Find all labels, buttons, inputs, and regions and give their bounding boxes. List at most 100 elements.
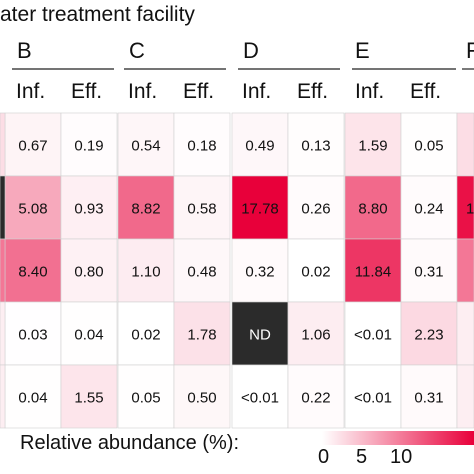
cell-value-label: 0.31 — [414, 264, 443, 281]
cell-value-label: 1.78 — [187, 327, 216, 344]
right-edge-cell-label: 1 — [466, 201, 474, 218]
heatmap-cell — [287, 238, 345, 303]
heatmap-cells — [4, 112, 458, 429]
right-edge-cell — [456, 238, 474, 303]
cell-value-label: 0.26 — [301, 201, 330, 218]
facility-label-d: D — [243, 38, 259, 63]
heatmap-cell — [173, 364, 231, 429]
subheader-e-eff: Eff. — [410, 80, 442, 103]
heatmap-cell — [173, 112, 231, 177]
cell-value-label: 0.04 — [74, 327, 103, 344]
heatmap-cell — [117, 301, 175, 366]
right-edge-cell — [456, 112, 474, 177]
colorbar-tick-0: 0 — [318, 446, 330, 468]
heatmap-cell — [173, 301, 231, 366]
left-edge-cell — [0, 301, 6, 366]
heatmap-cell — [60, 175, 118, 240]
cell-value-label: 0.03 — [18, 327, 47, 344]
cell-value-label: <0.01 — [241, 390, 279, 407]
heatmap-cell — [344, 238, 402, 303]
right-edge-cell — [456, 364, 474, 429]
subheader-d-eff: Eff. — [297, 80, 329, 103]
cell-value-label: 0.32 — [245, 264, 274, 281]
cell-value-label: 2.23 — [414, 327, 443, 344]
heatmap-cell — [287, 175, 345, 240]
colorbar-tick-10: 10 — [390, 446, 413, 468]
subheader-e-inf: Inf. — [355, 80, 385, 103]
heatmap-cell — [117, 364, 175, 429]
facility-label-e: E — [355, 38, 370, 63]
cell-value-label: 8.80 — [358, 201, 387, 218]
cell-value-label: 1.55 — [74, 390, 103, 407]
cell-value-label: 5.08 — [18, 201, 47, 218]
cell-value-label: 0.49 — [245, 138, 274, 155]
heatmap-cell-labels: 0.67 0.19 0.54 0.18 0.49 0.13 1.59 0.05 5.08 0.93… — [18, 138, 443, 407]
heatmap-cell — [344, 364, 402, 429]
right-edge-cell — [456, 301, 474, 366]
cell-value-label: 0.48 — [187, 264, 216, 281]
left-edge-cell — [0, 112, 6, 177]
cell-value-label: 0.80 — [74, 264, 103, 281]
heatmap-cell — [117, 238, 175, 303]
facility-label-c: C — [129, 38, 145, 63]
cell-value-label: 17.78 — [241, 201, 279, 218]
heatmap-cell — [60, 364, 118, 429]
heatmap-cell — [287, 364, 345, 429]
cell-value-label: 1.10 — [131, 264, 160, 281]
cell-value-label: 11.84 — [355, 264, 391, 281]
heatmap-cell — [60, 301, 118, 366]
cell-value-label: 0.24 — [414, 201, 443, 218]
heatmap-cell — [231, 364, 289, 429]
heatmap-cell — [4, 238, 62, 303]
colorbar-title: Relative abundance (%): — [20, 432, 240, 454]
cell-value-label: 0.13 — [301, 138, 330, 155]
heatmap-edge-cells: 1 — [0, 112, 474, 429]
left-edge-cell — [0, 364, 6, 429]
cell-value-label: 0.04 — [18, 390, 47, 407]
chart-title: ater treatment facility — [0, 3, 195, 26]
subheader-b-inf: Inf. — [16, 80, 46, 103]
cell-value-label: 0.05 — [414, 138, 443, 155]
heatmap-cell — [400, 175, 458, 240]
colorbar — [322, 431, 474, 445]
cell-value-label: 1.06 — [301, 327, 330, 344]
heatmap-cell — [231, 175, 289, 240]
subheader-d-inf: Inf. — [242, 80, 272, 103]
cell-value-label: 0.58 — [187, 201, 216, 218]
cell-value-label: <0.01 — [354, 327, 392, 344]
subheader-c-eff: Eff. — [183, 80, 215, 103]
subheader-c-inf: Inf. — [128, 80, 158, 103]
cell-value-label: 0.19 — [74, 138, 103, 155]
cell-value-label: 0.02 — [301, 264, 330, 281]
subheader-b-eff: Eff. — [71, 80, 103, 103]
heatmap-cell — [117, 175, 175, 240]
cell-value-label: 1.59 — [358, 138, 387, 155]
colorbar-tick-5: 5 — [356, 446, 368, 468]
heatmap-cell — [173, 238, 231, 303]
cell-value-label: 8.82 — [131, 201, 160, 218]
heatmap-cell — [287, 301, 345, 366]
heatmap-cell — [231, 112, 289, 177]
cell-value-label: <0.01 — [354, 390, 392, 407]
cell-value-label: 0.54 — [131, 138, 160, 155]
cell-value-label: 0.31 — [414, 390, 443, 407]
heatmap-cell — [173, 175, 231, 240]
heatmap-cell — [344, 175, 402, 240]
cell-value-label: 0.93 — [74, 201, 103, 218]
facility-label-b: B — [17, 38, 32, 63]
cell-value-label: 0.22 — [301, 390, 330, 407]
cell-value-label: 0.50 — [187, 390, 216, 407]
heatmap-cell — [344, 112, 402, 177]
left-edge-cell — [0, 238, 6, 303]
heatmap-cell — [231, 238, 289, 303]
heatmap-cell — [400, 238, 458, 303]
heatmap-cell — [117, 112, 175, 177]
heatmap-cell — [4, 112, 62, 177]
cell-value-label: 0.67 — [18, 138, 47, 155]
facility-label-f: F — [466, 38, 474, 63]
cell-value-label: 0.02 — [131, 327, 160, 344]
left-edge-cell — [0, 175, 6, 240]
cell-value-label: 0.05 — [131, 390, 160, 407]
heatmap-cell — [287, 112, 345, 177]
